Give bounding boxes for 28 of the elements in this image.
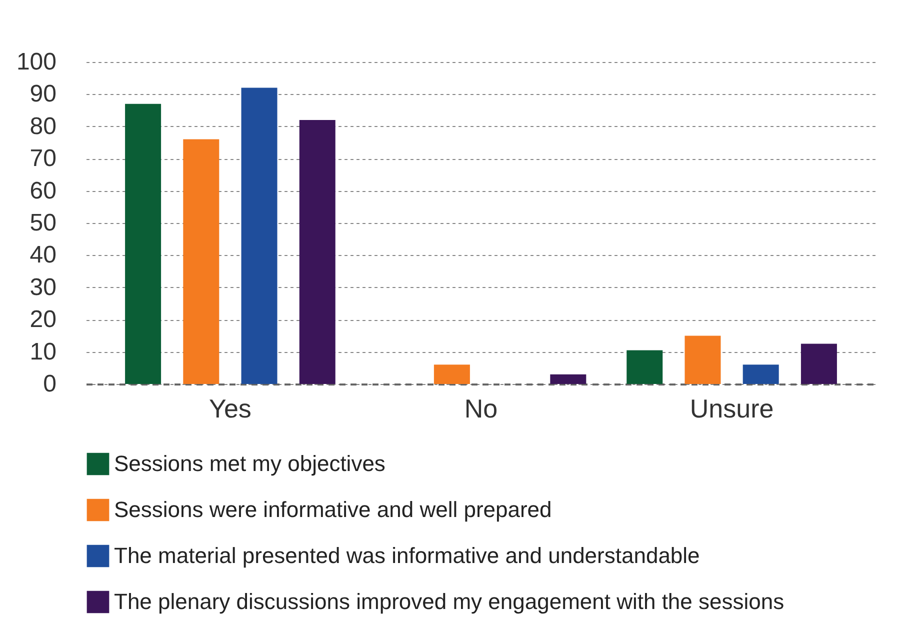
bar xyxy=(434,364,470,384)
bar xyxy=(550,374,586,384)
bar xyxy=(241,88,278,384)
x-tick-label: Unsure xyxy=(690,394,774,424)
y-tick-label: 50 xyxy=(30,210,56,236)
bar xyxy=(183,139,220,384)
y-tick-label: 40 xyxy=(30,242,56,269)
legend-label: The plenary discussions improved my engagement with the sessions xyxy=(114,589,784,614)
legend-label: Sessions met my objectives xyxy=(114,451,386,476)
x-tick-label: No xyxy=(464,394,498,424)
y-tick-label: 10 xyxy=(30,338,56,366)
bar xyxy=(800,344,837,384)
bar xyxy=(125,104,162,384)
legend-label: The material presented was informative and understandable xyxy=(114,543,700,568)
x-tick-label: Yes xyxy=(208,394,252,424)
bar xyxy=(299,120,336,384)
legend-label: Sessions were informative and well prepared xyxy=(114,497,552,522)
y-tick-label: 30 xyxy=(30,274,56,301)
bar xyxy=(742,364,779,384)
bar xyxy=(684,336,721,384)
bar xyxy=(626,350,663,384)
y-tick-label: 20 xyxy=(30,306,56,334)
y-tick-label: 80 xyxy=(30,112,56,140)
y-tick-label: 60 xyxy=(30,177,56,204)
y-tick-label: 100 xyxy=(16,48,56,76)
y-tick-label: 0 xyxy=(43,370,56,398)
y-tick-label: 90 xyxy=(30,80,56,108)
y-tick-label: 70 xyxy=(30,145,56,172)
